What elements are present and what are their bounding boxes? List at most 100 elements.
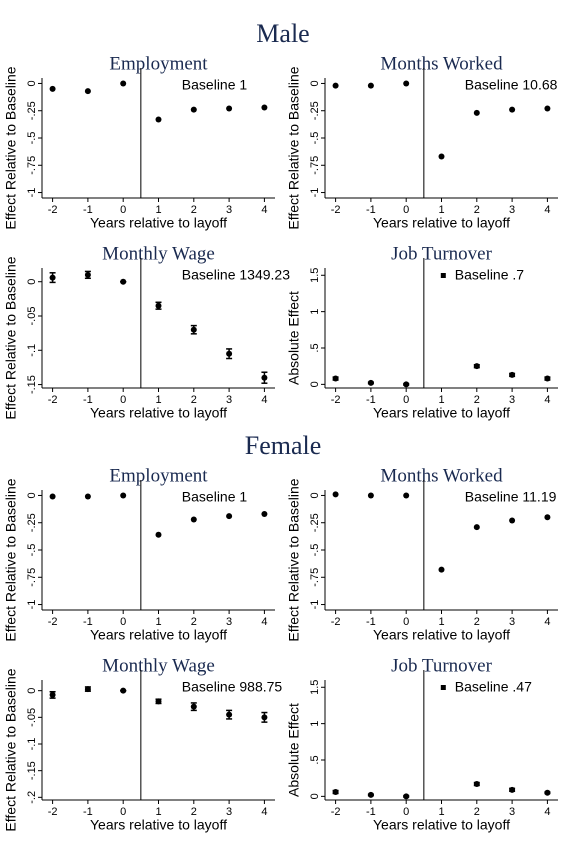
point [190, 106, 197, 113]
panel-title: Months Worked [380, 53, 503, 74]
point [332, 82, 339, 89]
point [332, 491, 339, 498]
y-axis-label: Absolute Effect [286, 703, 302, 797]
y-axis-label: Absolute Effect [286, 291, 302, 385]
x-tick-label: -2 [48, 204, 58, 216]
y-tick-label: -.25 [26, 513, 38, 532]
point [367, 82, 374, 89]
x-tick-label: 2 [474, 394, 480, 406]
point [544, 375, 551, 382]
x-tick-label: 2 [474, 204, 480, 216]
point [226, 350, 233, 357]
point [332, 789, 339, 795]
point [473, 781, 480, 787]
y-tick-label: -.25 [309, 101, 321, 120]
point [84, 271, 91, 278]
point [473, 524, 480, 531]
x-axis-label: Years relative to layoff [90, 405, 227, 421]
x-tick-label: -1 [366, 204, 376, 216]
y-tick-label: -.5 [309, 544, 321, 557]
x-tick-label: 0 [120, 616, 126, 628]
point [84, 493, 91, 500]
point [544, 514, 551, 521]
x-tick-label: 2 [191, 204, 197, 216]
x-tick-label: 2 [191, 806, 197, 818]
x-tick-label: 4 [544, 204, 550, 216]
y-tick-label: -.1 [26, 738, 38, 751]
x-tick-label: 4 [261, 806, 267, 818]
annotation: Baseline 11.19 [465, 489, 557, 505]
y-tick-label: 1.5 [309, 680, 321, 695]
y-tick-label: -1 [26, 188, 38, 198]
point [120, 687, 127, 694]
point [49, 493, 56, 500]
y-tick-label: 0 [309, 492, 321, 498]
x-tick-label: 1 [438, 394, 444, 406]
x-tick-label: -1 [83, 616, 93, 628]
point [155, 698, 162, 705]
point [155, 116, 162, 123]
panel-title: Monthly Wage [102, 243, 215, 264]
point [261, 511, 268, 517]
point [261, 714, 268, 721]
legend-marker [440, 685, 446, 690]
y-tick-label: -.25 [26, 101, 38, 120]
y-tick-label: -.15 [26, 375, 38, 394]
x-tick-label: 1 [155, 616, 161, 628]
point [261, 104, 268, 111]
x-tick-label: 0 [403, 616, 409, 628]
y-axis-label: Effect Relative to Baseline [286, 66, 302, 229]
panel-title: Job Turnover [391, 655, 492, 676]
y-tick-label: -.5 [26, 544, 38, 557]
point [438, 153, 445, 160]
y-tick-label: 0 [309, 80, 321, 86]
y-tick-label: -.75 [309, 156, 321, 175]
y-tick-label: 0 [26, 688, 38, 694]
annotation: Baseline .47 [455, 679, 532, 695]
x-tick-label: -2 [331, 806, 341, 818]
point [49, 85, 56, 92]
x-tick-label: -2 [331, 204, 341, 216]
x-axis-label: Years relative to layoff [90, 215, 227, 231]
x-tick-label: -1 [83, 394, 93, 406]
point [84, 88, 91, 95]
point [120, 80, 127, 87]
x-tick-label: 3 [226, 204, 232, 216]
x-axis-label: Years relative to layoff [373, 627, 510, 643]
point [49, 691, 56, 698]
panel-title: Employment [109, 465, 208, 486]
x-tick-label: 3 [509, 204, 515, 216]
point [261, 374, 268, 381]
x-tick-label: 3 [509, 806, 515, 818]
x-tick-label: 1 [438, 616, 444, 628]
panel-title: Employment [109, 53, 208, 74]
x-tick-label: 2 [474, 616, 480, 628]
y-tick-label: 0 [26, 492, 38, 498]
y-tick-label: 0 [26, 279, 38, 285]
y-tick-label: -.75 [26, 568, 38, 587]
x-tick-label: 4 [544, 394, 550, 406]
y-tick-label: -.05 [26, 708, 38, 727]
point [120, 278, 127, 285]
point [190, 516, 197, 523]
x-tick-label: 0 [403, 204, 409, 216]
point [509, 517, 516, 524]
y-tick-label: 1.5 [309, 268, 321, 283]
x-tick-label: 1 [155, 394, 161, 406]
y-axis-label: Effect Relative to Baseline [286, 478, 302, 641]
x-tick-label: 0 [120, 394, 126, 406]
x-tick-label: 1 [438, 806, 444, 818]
panel-title: Months Worked [380, 465, 503, 486]
annotation: Baseline 1 [182, 77, 248, 93]
point [509, 786, 516, 793]
point [403, 793, 410, 800]
point [84, 686, 91, 693]
point [544, 789, 551, 796]
y-tick-label: -.5 [26, 132, 38, 145]
point [403, 381, 410, 388]
point [332, 375, 339, 382]
x-tick-label: 2 [474, 806, 480, 818]
y-tick-label: -1 [309, 600, 321, 610]
